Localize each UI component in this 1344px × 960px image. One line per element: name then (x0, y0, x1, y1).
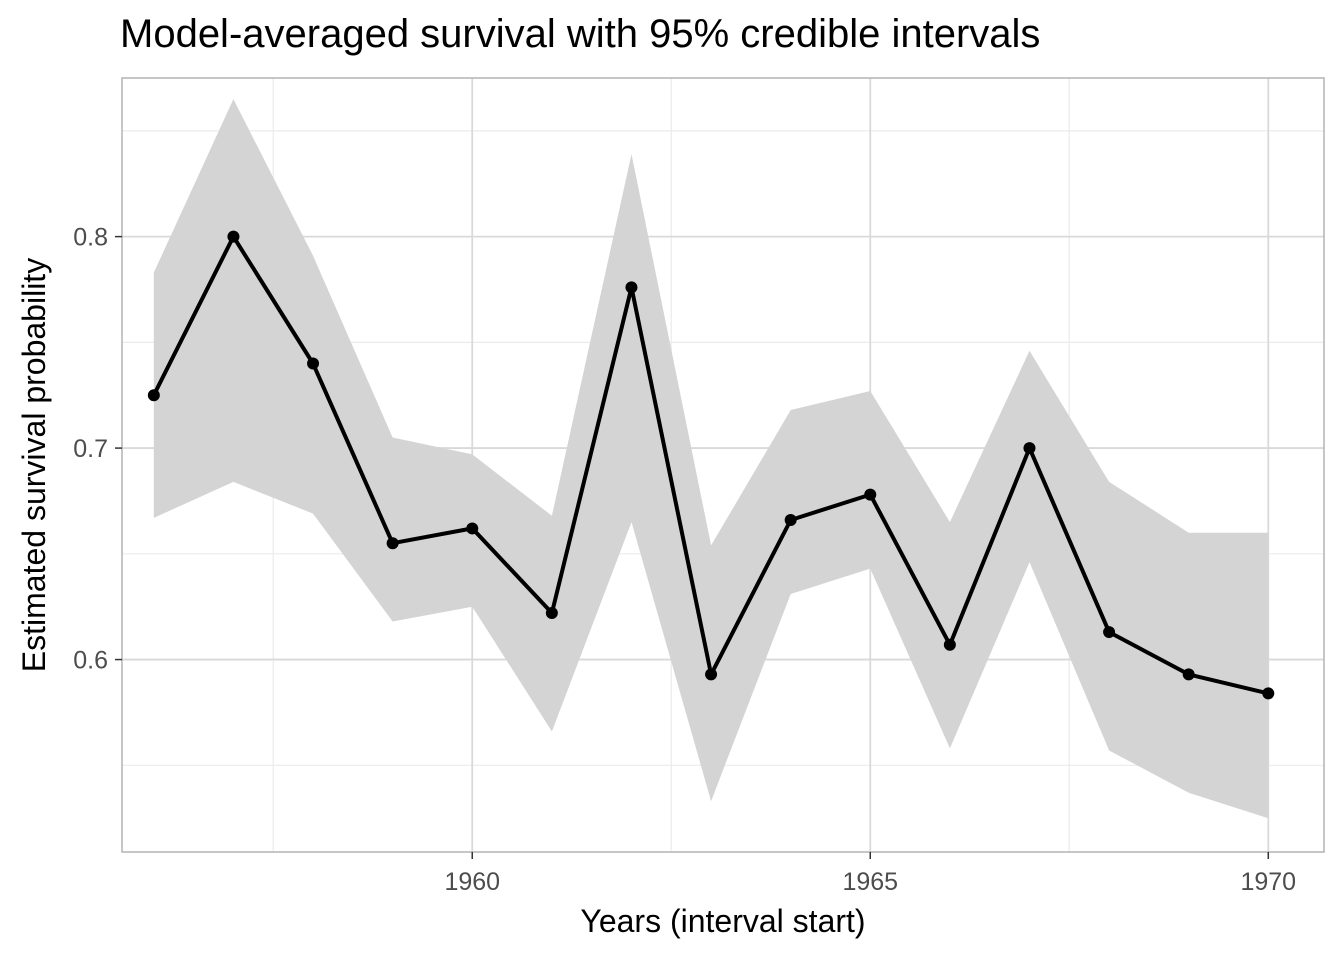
data-point (705, 668, 718, 681)
x-tick-label: 1960 (444, 868, 500, 896)
chart-title: Model-averaged survival with 95% credibl… (120, 12, 1041, 56)
y-tick-label: 0.6 (73, 647, 108, 675)
y-tick-label: 0.8 (73, 224, 108, 252)
survival-points-layer (147, 230, 1275, 700)
data-point (1262, 687, 1275, 700)
data-point (943, 638, 956, 651)
plot-panel-border (121, 77, 1325, 853)
credible-interval-layer (153, 99, 1269, 819)
x-tick-label: 1965 (842, 868, 898, 896)
data-point (784, 513, 797, 526)
data-point (227, 230, 240, 243)
credible-interval-band (153, 99, 1269, 819)
y-axis-ticks: 0.6 0.7 0.8 (73, 224, 122, 675)
data-point (545, 607, 558, 620)
data-point (307, 357, 320, 370)
data-point (625, 281, 638, 294)
x-axis-ticks: 1960 1965 1970 (444, 852, 1296, 896)
y-tick-label: 0.7 (73, 435, 108, 463)
data-point (1182, 668, 1195, 681)
data-point (1023, 442, 1036, 455)
data-point (386, 537, 399, 550)
data-point (466, 522, 479, 535)
x-axis-title: Years (interval start) (580, 903, 865, 939)
x-tick-label: 1970 (1240, 868, 1296, 896)
y-axis-title: Estimated survival probability (16, 258, 52, 672)
data-point (147, 389, 160, 402)
data-point (1103, 626, 1116, 639)
data-point (864, 488, 877, 501)
